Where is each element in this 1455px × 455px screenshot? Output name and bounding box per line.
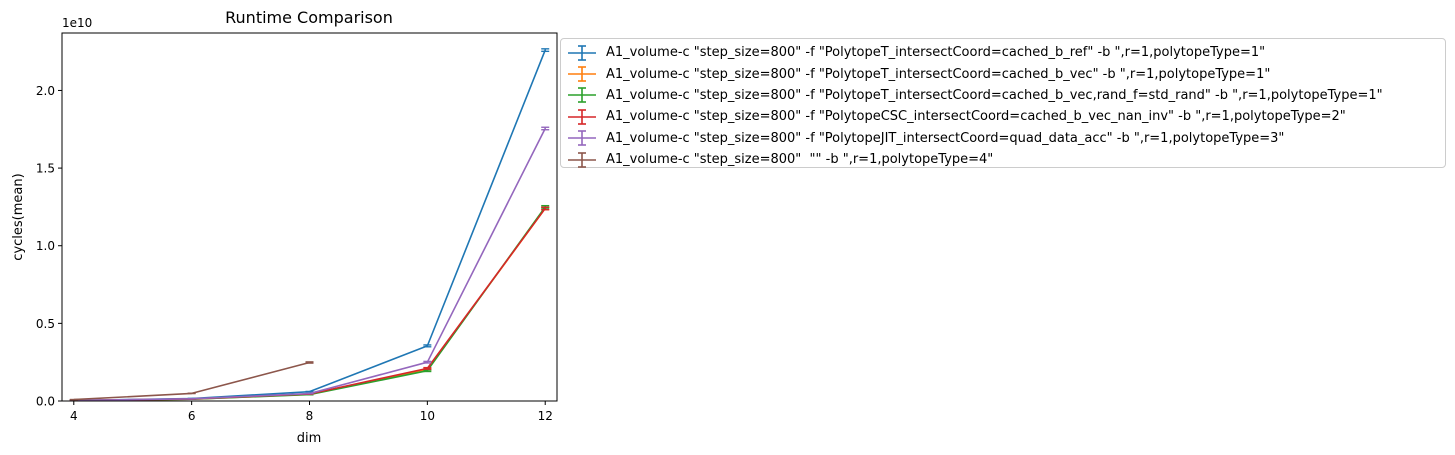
error-bar xyxy=(305,361,314,364)
x-tick-label: 8 xyxy=(306,409,314,423)
series-3 xyxy=(69,204,550,402)
legend-entry: A1_volume-c "step_size=800" "" -b ",r=1,… xyxy=(567,149,1445,170)
legend-swatch xyxy=(568,87,596,104)
legend: A1_volume-c "step_size=800" -f "Polytope… xyxy=(560,38,1446,168)
x-tick-label: 12 xyxy=(538,409,553,423)
legend-label: A1_volume-c "step_size=800" -f "Polytope… xyxy=(606,130,1285,146)
x-tick-label: 4 xyxy=(70,409,78,423)
series-5 xyxy=(69,126,550,402)
legend-entry: A1_volume-c "step_size=800" -f "Polytope… xyxy=(567,42,1445,63)
y-tick-label: 1.5 xyxy=(36,162,55,176)
legend-entry: A1_volume-c "step_size=800" -f "Polytope… xyxy=(567,85,1445,106)
error-bar xyxy=(541,48,550,53)
legend-label: A1_volume-c "step_size=800" -f "Polytope… xyxy=(606,45,1266,61)
series-line xyxy=(73,207,546,402)
x-axis-ticks: 4 6 8 10 12 xyxy=(70,401,553,423)
legend-entry: A1_volume-c "step_size=800" -f "Polytope… xyxy=(567,128,1445,149)
legend-label: A1_volume-c "step_size=800" -f "Polytope… xyxy=(606,109,1346,125)
legend-entry: A1_volume-c "step_size=800" -f "Polytope… xyxy=(567,106,1445,127)
legend-swatch xyxy=(568,130,596,147)
series-4 xyxy=(69,206,550,402)
y-axis-ticks: 0.0 0.5 1.0 1.5 2.0 xyxy=(36,84,62,409)
series-line xyxy=(73,128,546,402)
x-tick-label: 10 xyxy=(420,409,435,423)
y-tick-label: 0.0 xyxy=(36,395,55,409)
error-bar xyxy=(423,366,432,370)
error-bar xyxy=(541,206,550,211)
legend-swatch xyxy=(568,44,596,61)
y-tick-label: 0.5 xyxy=(36,317,55,331)
y-axis-label: cycles(mean) xyxy=(11,173,26,260)
error-bar xyxy=(423,369,432,373)
series-2 xyxy=(69,206,550,402)
legend-swatch xyxy=(568,109,596,125)
error-bar xyxy=(423,344,432,348)
y-tick-label: 1.0 xyxy=(36,239,55,253)
error-bar xyxy=(423,360,432,364)
y-tick-label: 2.0 xyxy=(36,84,55,98)
chart-title: Runtime Comparison xyxy=(225,8,393,27)
y-axis-scale-label: 1e10 xyxy=(62,16,92,30)
plot-frame xyxy=(61,32,558,402)
legend-label: A1_volume-c "step_size=800" -f "Polytope… xyxy=(606,66,1271,82)
legend-label: A1_volume-c "step_size=800" -f "Polytope… xyxy=(606,87,1383,103)
legend-swatch xyxy=(568,151,596,168)
legend-entry: A1_volume-c "step_size=800" -f "Polytope… xyxy=(567,63,1445,84)
plot-area xyxy=(69,48,550,402)
legend-swatch xyxy=(568,66,596,82)
series-1 xyxy=(69,48,550,402)
series-6 xyxy=(69,361,314,401)
series-layer xyxy=(69,48,550,402)
series-line xyxy=(73,49,546,402)
error-bar xyxy=(541,126,550,131)
x-tick-label: 6 xyxy=(188,409,196,423)
x-axis-label: dim xyxy=(297,431,322,446)
legend-label: A1_volume-c "step_size=800" "" -b ",r=1,… xyxy=(606,152,994,168)
